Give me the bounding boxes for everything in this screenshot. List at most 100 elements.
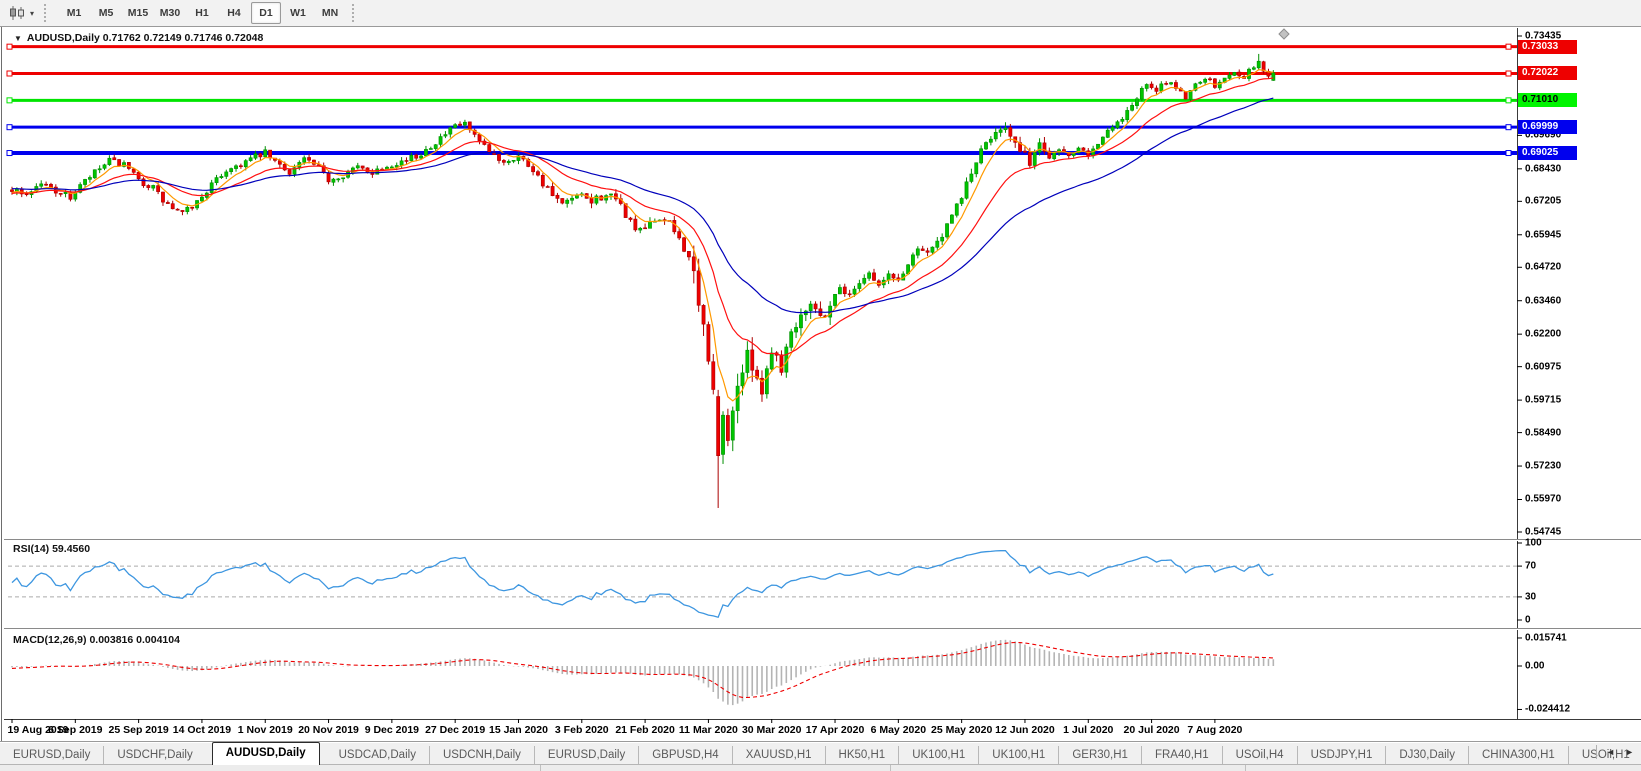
timeframe-buttons: M1 M5 M15 M30 H1 H4 D1 W1 MN [58,2,346,24]
horizontal-line-objects[interactable] [8,45,1517,156]
symbol-dropdown-icon[interactable]: ▼ [14,34,22,43]
status-bar [0,764,1641,771]
tab-scroll-left-icon[interactable]: ◄ [1606,747,1616,757]
tab-scroll-arrows: ◄ ► [1592,745,1639,759]
price-tick: 0.58490 [1525,427,1562,439]
date-label: 3 Feb 2020 [554,724,609,736]
tab-china300-h1[interactable]: CHINA300,H1 [1467,746,1568,765]
chart-title: ▼ AUDUSD,Daily 0.71762 0.72149 0.71746 0.… [14,32,263,44]
hline-anchor[interactable] [1505,97,1512,104]
date-label: 17 Apr 2020 [805,724,865,736]
tab-usdchf-daily[interactable]: USDCHF,Daily [103,746,205,765]
price-tick: 0.55970 [1525,493,1562,505]
date-label: 12 Jun 2020 [995,724,1055,736]
date-label: 6 Sep 2019 [48,724,103,736]
tab-usdjpy-h1[interactable]: USDJPY,H1 [1296,746,1386,765]
tab-usdcnh-daily[interactable]: USDCNH,Daily [428,746,534,765]
chart-window: 0.73435 0.69690 0.68430 0.67205 0.65945 0.647… [0,26,1641,741]
rsi-tick: 70 [1525,560,1537,572]
tab-eurusd-daily[interactable]: EURUSD,Daily [13,749,91,761]
hline-anchor[interactable] [1505,150,1512,157]
price-tick: 0.67205 [1525,195,1562,207]
rsi-tick: 100 [1525,537,1542,549]
candlestick-icon-glyph [10,6,24,20]
tab-gbpusd-h4[interactable]: GBPUSD,H4 [638,746,731,765]
hline-anchor[interactable] [1505,43,1512,50]
date-label: 6 May 2020 [870,724,927,736]
timeframe-button-h1[interactable]: H1 [195,7,209,19]
macd-label: MACD(12,26,9) 0.003816 0.004104 [13,634,180,646]
rsi-label: RSI(14) 59.4560 [13,543,91,555]
macd-signal-line [11,641,1274,699]
timeframe-button-m15[interactable]: M15 [127,7,149,19]
hline-price-tag[interactable]: 0.71010 [1518,93,1577,108]
rsi-line [11,549,1274,618]
price-tick: 0.64720 [1525,261,1562,273]
date-label: 19 Aug 2019 [7,724,69,736]
tab-uk100-h1[interactable]: UK100,H1 [898,746,978,765]
status-divider [890,765,891,771]
tab-usoil-h1[interactable]: USOil,H1 [1567,746,1641,765]
ma-fast [11,69,1274,402]
tab-eurusd-daily[interactable]: EURUSD,Daily [533,746,638,765]
hline-price-tag[interactable]: 0.72022 [1518,66,1577,81]
top-toolbar: ▾ M1 M5 M15 M30 H1 H4 D1 W1 MN [0,0,1641,27]
price-tick: 0.57230 [1525,460,1562,472]
tab-usoil-h4[interactable]: USOil,H4 [1221,746,1297,765]
price-tick: 0.68430 [1525,163,1562,175]
date-label: 15 Jan 2020 [488,724,548,736]
timeframe-button-m5[interactable]: M5 [98,7,114,19]
date-label: 14 Oct 2019 [172,724,232,736]
hline-anchor[interactable] [1505,124,1512,131]
rsi-tick: 30 [1525,591,1537,603]
timeframe-button-d1[interactable]: D1 [251,2,282,24]
rsi-tick: 0 [1525,614,1531,626]
date-label: 1 Nov 2019 [237,724,293,736]
hline-price-tag[interactable]: 0.69999 [1518,120,1577,135]
tab-usdcad-daily[interactable]: USDCAD,Daily [338,749,416,761]
hline-price-tag[interactable]: 0.73033 [1518,39,1577,54]
chart-type-icon[interactable] [4,3,30,23]
hline-anchor[interactable] [6,150,13,157]
toolbar-grip-end[interactable] [352,4,360,22]
tab-uk100-h1[interactable]: UK100,H1 [978,746,1058,765]
status-divider [540,765,541,771]
chart-shift-marker[interactable] [1278,28,1290,40]
tab-dj30-daily[interactable]: DJ30,Daily [1385,746,1468,765]
tab-scroll-right-icon[interactable]: ► [1625,747,1634,757]
chart-type-dropdown-icon[interactable]: ▾ [30,8,35,18]
hline-price-tag[interactable]: 0.69025 [1518,146,1577,161]
timeframe-button-h4[interactable]: H4 [227,7,241,19]
macd-tick: -0.024412 [1525,703,1571,715]
tab-hk50-h1[interactable]: HK50,H1 [824,746,899,765]
date-label: 11 Mar 2020 [678,724,738,736]
ma-slow [12,97,1274,314]
date-label: 7 Aug 2020 [1187,724,1243,736]
tab-separator [1596,745,1598,759]
timeframe-button-w1[interactable]: W1 [290,7,306,19]
macd-layer [11,639,1275,706]
hline-anchor[interactable] [6,124,13,131]
tab-audusd-daily[interactable]: AUDUSD,Daily [211,742,320,765]
hline-anchor[interactable] [1505,70,1512,77]
hline-anchor[interactable] [6,43,13,50]
timeframe-button-m1[interactable]: M1 [66,7,82,19]
tab-fra40-h1[interactable]: FRA40,H1 [1140,746,1222,765]
tab-ger30-h1[interactable]: GER30,H1 [1058,746,1141,765]
tab-xauusd-h1[interactable]: XAUUSD,H1 [731,746,825,765]
toolbar-grip[interactable] [44,4,52,22]
date-label: 9 Dec 2019 [364,724,420,736]
hline-anchor[interactable] [6,70,13,77]
price-tick: 0.65945 [1525,229,1562,241]
candlestick-chart[interactable] [0,26,1641,741]
date-label: 27 Dec 2019 [425,724,486,736]
date-label: 20 Jul 2020 [1123,724,1180,736]
date-label: 25 May 2020 [930,724,993,736]
status-divider [1245,765,1246,771]
price-tick: 0.62200 [1525,328,1562,340]
rsi-layer [8,549,1517,618]
timeframe-button-m30[interactable]: M30 [159,7,181,19]
date-label: 1 Jul 2020 [1063,724,1114,736]
hline-anchor[interactable] [6,97,13,104]
timeframe-button-mn[interactable]: MN [321,7,339,19]
